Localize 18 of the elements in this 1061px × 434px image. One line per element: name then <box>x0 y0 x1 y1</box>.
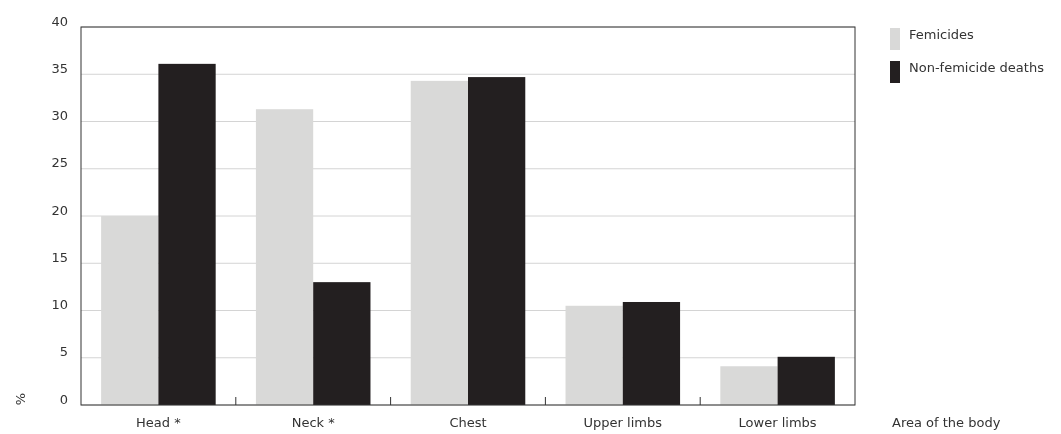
x-tick-label: Lower limbs <box>738 415 817 430</box>
y-tick-label: 40 <box>51 13 68 29</box>
y-tick-label: 30 <box>51 108 68 124</box>
x-tick-label: Neck * <box>291 415 336 430</box>
x-axis-title: Area of the body <box>892 415 1001 430</box>
y-tick-label: 10 <box>51 297 68 313</box>
y-tick-label: 20 <box>51 202 68 218</box>
legend-label: Non-femicide deaths <box>909 60 1045 75</box>
y-tick-label: 25 <box>51 155 68 171</box>
y-tick-label: 0 <box>59 391 68 407</box>
x-tick-label: Head * <box>136 415 182 430</box>
y-tick-label: 35 <box>51 60 68 76</box>
y-tick-label: 5 <box>59 344 68 360</box>
x-tick-label: Chest <box>449 415 487 430</box>
y-tick-label: 15 <box>51 249 68 265</box>
y-axis-title: % <box>13 392 28 406</box>
legend-label: Femicides <box>909 27 975 42</box>
x-tick-label: Upper limbs <box>583 415 663 430</box>
